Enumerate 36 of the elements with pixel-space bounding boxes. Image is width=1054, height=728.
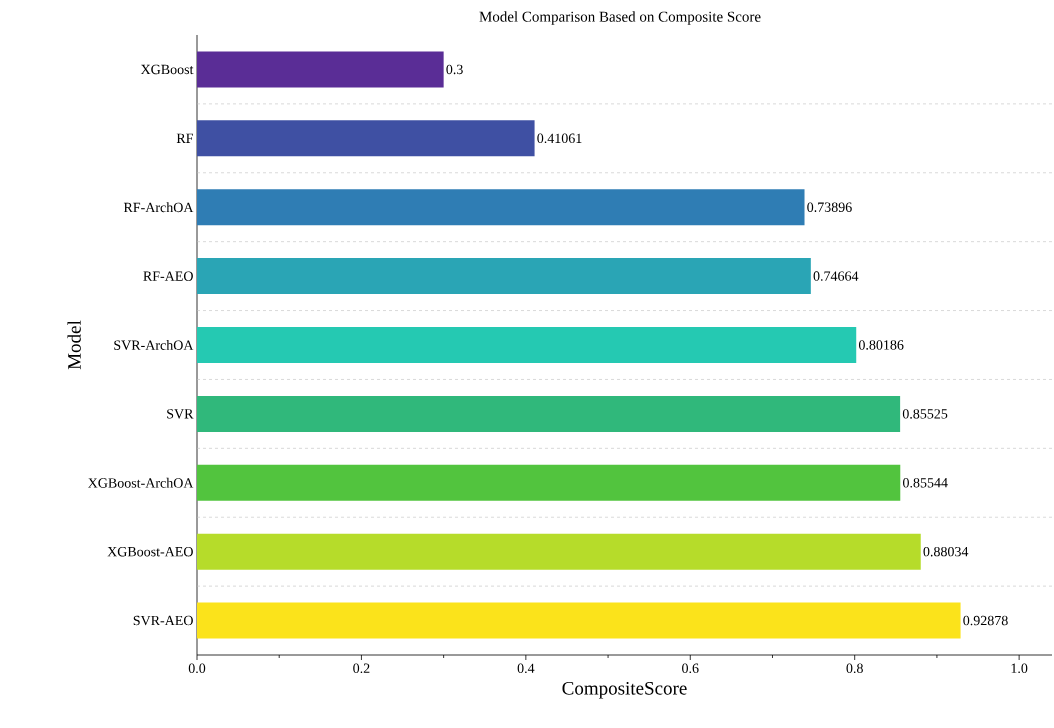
y-tick-label: SVR <box>167 409 194 419</box>
x-tick-label: 0.8 <box>846 663 863 674</box>
y-tick-label: SVR-AEO <box>133 615 193 626</box>
bar <box>197 258 811 295</box>
bar <box>197 327 857 363</box>
x-tick-label: 0.2 <box>353 663 370 674</box>
data-label: 0.74664 <box>813 271 859 281</box>
x-tick-label: 0.6 <box>682 663 699 674</box>
data-label: 0.41061 <box>537 133 582 144</box>
y-tick-label: RF <box>176 133 193 143</box>
y-tick-label: RF-ArchOA <box>123 202 194 213</box>
y-tick-label: RF-AEO <box>143 271 193 281</box>
data-label: 0.92878 <box>963 615 1008 626</box>
bar <box>197 464 901 501</box>
bar <box>197 189 805 226</box>
bar <box>197 602 961 639</box>
data-label: 0.73896 <box>807 202 852 212</box>
bar <box>197 120 535 157</box>
bar <box>197 51 444 88</box>
x-tick-label: 0.0 <box>188 663 206 674</box>
data-label: 0.3 <box>446 64 463 75</box>
data-label: 0.80186 <box>858 340 904 350</box>
y-axis-title: Model <box>67 320 81 370</box>
x-axis-title: CompositeScore <box>562 681 687 699</box>
y-tick-label: XGBoost-ArchOA <box>88 477 194 488</box>
x-tick-label: 1.0 <box>1011 663 1028 674</box>
bar <box>197 395 901 432</box>
chart-title: Model Comparison Based on Composite Score <box>479 11 761 25</box>
x-tick-label: 0.4 <box>517 663 535 674</box>
y-tick-label: XGBoost <box>140 64 194 75</box>
bar <box>197 533 921 570</box>
y-tick-label: SVR-ArchOA <box>114 340 194 350</box>
data-label: 0.85525 <box>902 409 948 419</box>
data-label: 0.88034 <box>923 546 969 557</box>
data-label: 0.85544 <box>903 478 948 488</box>
y-tick-label: XGBoost-AEO <box>107 546 193 557</box>
